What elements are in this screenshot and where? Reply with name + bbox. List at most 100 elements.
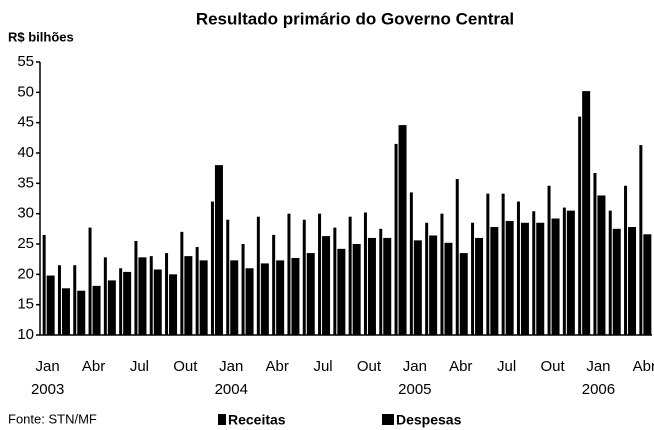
bar [444,242,453,335]
legend-swatch [218,414,226,425]
bar [153,269,162,335]
y-tick-label: 20 [17,265,34,282]
y-tick-label: 45 [17,114,34,131]
legend-swatch [382,414,394,425]
bar [103,257,107,335]
bar [501,193,505,335]
y-tick-label: 25 [17,235,34,252]
bar [245,268,254,335]
bar [42,234,46,335]
bar [77,290,86,335]
bar [536,222,545,335]
bar [516,201,520,335]
bar [46,275,55,335]
bar [134,240,138,335]
x-tick-label: Out [357,358,382,375]
bar [107,280,116,335]
y-tick-label: 15 [17,296,34,313]
bar [337,248,346,335]
bar [547,185,551,335]
bar [291,257,300,335]
bar [61,288,70,335]
bar [425,222,429,335]
bar [429,235,438,335]
bar [169,274,178,335]
x-tick-label: Abr [82,358,105,375]
bar [440,213,444,335]
chart-title: Resultado primário do Governo Central [196,9,514,28]
bar [639,145,643,335]
bar [593,173,597,335]
bar [318,213,322,335]
bar [394,143,398,335]
y-tick-label: 30 [17,205,34,222]
bar [455,179,459,335]
bar [180,231,184,335]
y-tick-label: 50 [17,83,34,100]
bar [165,253,169,335]
bar [272,234,276,335]
x-year-label: 2004 [215,381,248,398]
bar [475,237,484,335]
bar [302,219,306,335]
bar [149,256,153,335]
x-tick-label: Out [540,358,565,375]
bar [333,227,337,335]
x-tick-label: Abr [633,358,654,375]
bar [226,219,230,335]
bar [459,253,468,335]
y-tick-label: 35 [17,174,34,191]
bar [88,227,92,335]
bar [409,192,413,335]
bar [643,234,652,335]
x-year-label: 2006 [582,381,615,398]
bar [367,237,376,335]
bar [73,265,77,335]
legend-label: Receitas [228,412,286,428]
x-year-label: 2005 [398,381,431,398]
x-tick-label: Abr [265,358,288,375]
bar [322,236,331,335]
x-tick-label: Jan [36,358,60,375]
bar [379,228,383,335]
bar [260,263,269,335]
bar [119,268,123,335]
y-tick-label: 10 [17,326,34,343]
bar [383,237,392,335]
bar [566,210,575,335]
bar [138,257,147,335]
bar [582,91,591,336]
bar [490,227,499,335]
bar [210,201,214,335]
x-tick-label: Jan [403,358,427,375]
x-tick-label: Jul [130,358,149,375]
bar [306,253,315,335]
bar [505,220,514,335]
x-tick-label: Jan [219,358,243,375]
bar [348,216,352,335]
bar [624,185,628,335]
y-axis-label: R$ bilhões [8,29,74,44]
x-tick-label: Jul [313,358,332,375]
x-year-label: 2003 [31,381,64,398]
bar [230,260,239,335]
bar [276,260,285,335]
x-tick-label: Abr [449,358,472,375]
bar [92,285,101,335]
bar [628,227,637,335]
x-tick-label: Out [173,358,198,375]
bar [486,193,490,335]
bar [520,222,529,335]
y-tick-label: 40 [17,144,34,161]
bar [612,228,621,335]
bar [608,210,612,335]
x-tick-label: Jan [586,358,610,375]
bar [532,211,536,335]
bar [363,212,367,335]
bar [562,207,566,335]
bar [398,125,407,336]
x-tick-label: Jul [497,358,516,375]
bar [57,265,61,335]
bar [287,213,291,335]
